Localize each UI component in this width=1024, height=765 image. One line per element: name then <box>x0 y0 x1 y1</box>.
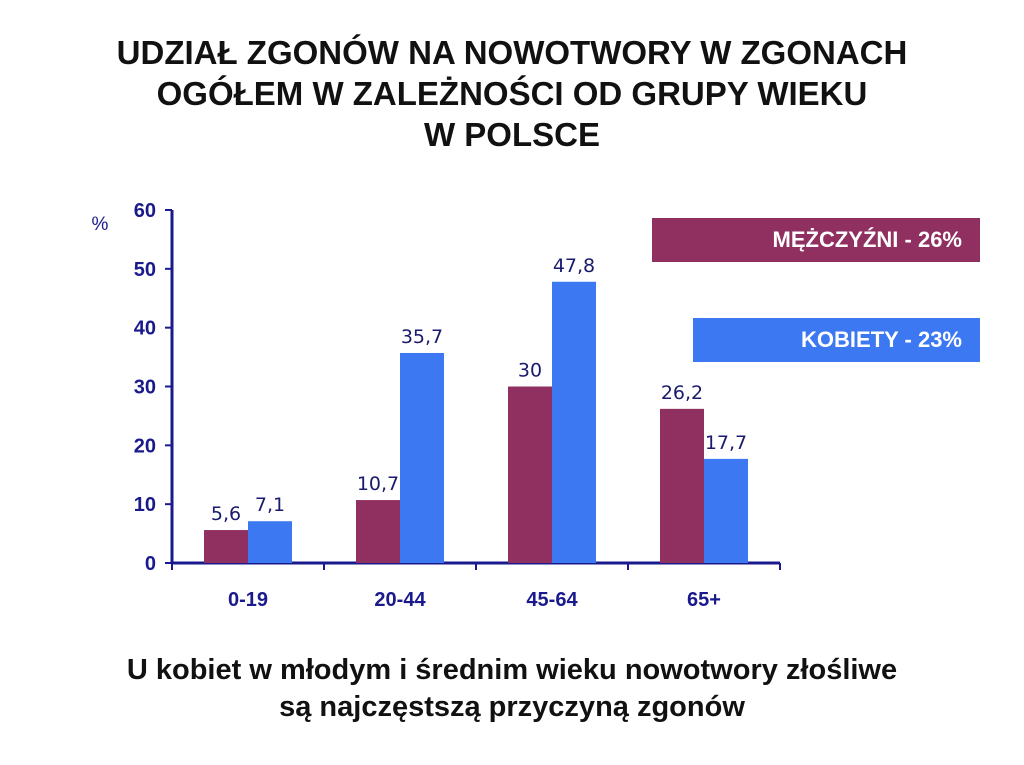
legend-men: MĘŻCZYŹNI - 26% <box>652 218 980 262</box>
data-label: 7,1 <box>255 494 285 516</box>
caption-line-2: są najczęstszą przyczyną zgonów <box>279 691 745 723</box>
data-label: 10,7 <box>357 473 399 495</box>
x-tick-label: 45-64 <box>526 589 578 611</box>
bar-men <box>356 500 400 563</box>
y-tick-label: 30 <box>134 377 156 399</box>
y-tick-label: 10 <box>134 494 156 516</box>
bar-women <box>248 521 292 563</box>
y-tick-label: 60 <box>134 200 156 222</box>
y-tick-label: 20 <box>134 435 156 457</box>
bar-women <box>704 458 748 563</box>
x-tick-label: 20-44 <box>374 589 426 611</box>
x-tick-label: 65+ <box>687 589 721 611</box>
data-label: 35,7 <box>401 326 443 348</box>
legend-women-label: KOBIETY - 23% <box>801 327 962 352</box>
y-tick-label: 50 <box>134 259 156 281</box>
data-label: 47,8 <box>553 255 595 277</box>
bar-men <box>508 386 552 563</box>
bar-men <box>660 408 704 563</box>
data-label: 26,2 <box>661 382 703 404</box>
caption-line-1: U kobiet w młodym i średnim wieku nowotw… <box>126 654 898 686</box>
chart-title: UDZIAŁ ZGONÓW NA NOWOTWORY W ZGONACH OGÓ… <box>0 32 1024 155</box>
legend-women: KOBIETY - 23% <box>693 318 980 362</box>
legend-men-label: MĘŻCZYŹNI - 26% <box>772 227 962 252</box>
data-label: 5,6 <box>211 503 241 525</box>
x-tick-label: 0-19 <box>228 589 268 611</box>
data-label: 30 <box>518 360 542 382</box>
title-line-1: UDZIAŁ ZGONÓW NA NOWOTWORY W ZGONACH <box>116 34 908 71</box>
title-line-3: W POLSCE <box>423 116 600 153</box>
data-label: 17,7 <box>705 432 747 454</box>
bar-men <box>204 530 248 563</box>
bar-women <box>400 352 444 563</box>
y-tick-label: 0 <box>145 553 156 575</box>
chart-caption: U kobiet w młodym i średnim wieku nowotw… <box>0 652 1024 726</box>
y-axis-label: % <box>92 214 109 235</box>
y-tick-label: 40 <box>134 318 156 340</box>
bar-women <box>552 281 596 563</box>
title-line-2: OGÓŁEM W ZALEŻNOŚCI OD GRUPY WIEKU <box>156 75 868 112</box>
